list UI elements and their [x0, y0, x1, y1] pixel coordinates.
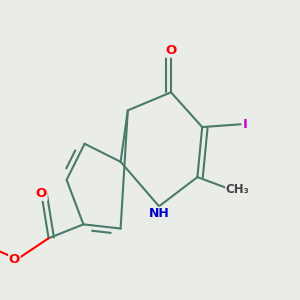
- Text: O: O: [9, 253, 20, 266]
- Text: I: I: [243, 118, 248, 131]
- Text: NH: NH: [148, 207, 170, 220]
- Text: O: O: [36, 187, 47, 200]
- Text: CH₃: CH₃: [226, 183, 250, 196]
- Text: O: O: [165, 44, 177, 57]
